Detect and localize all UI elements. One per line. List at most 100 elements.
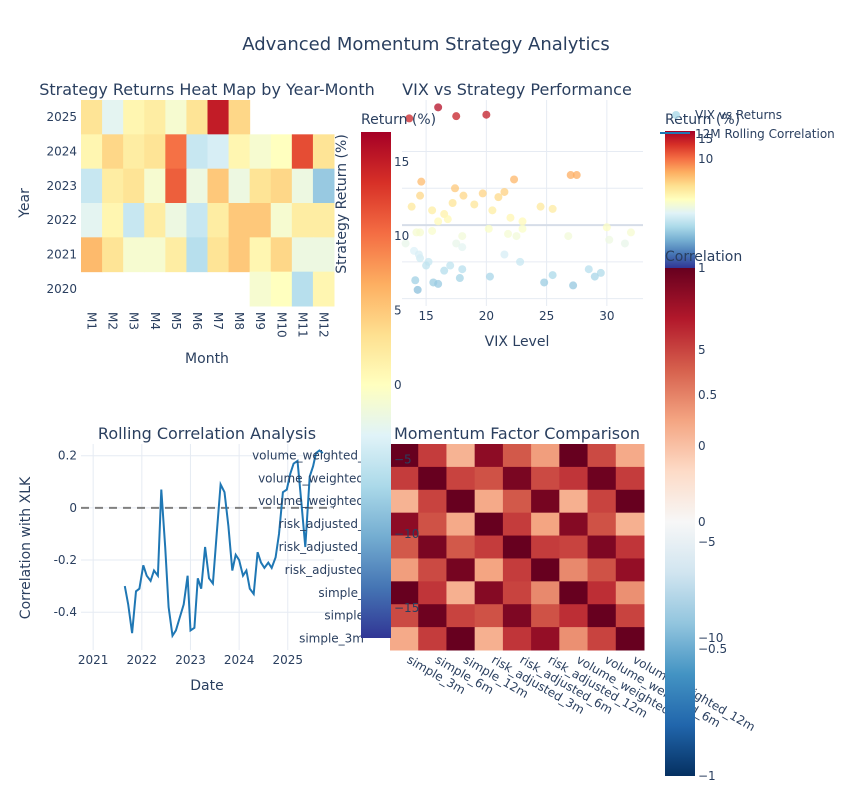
heatmap-cell[interactable] — [615, 558, 645, 582]
heatmap-cell[interactable] — [559, 604, 589, 628]
scatter-point[interactable] — [451, 184, 460, 193]
scatter-point[interactable] — [518, 217, 527, 226]
heatmap-cell[interactable] — [249, 271, 272, 307]
scatter-point[interactable] — [459, 191, 468, 200]
heatmap-cell[interactable] — [587, 466, 617, 491]
scatter-point[interactable] — [564, 232, 573, 241]
heatmap-cell[interactable] — [531, 581, 560, 605]
scatter-point[interactable] — [422, 261, 431, 270]
heatmap-cell[interactable] — [123, 203, 145, 238]
scatter-point[interactable] — [478, 189, 487, 198]
scatter-point[interactable] — [458, 265, 467, 274]
heatmap-cell[interactable] — [446, 466, 476, 491]
scatter-point[interactable] — [516, 257, 525, 266]
heatmap-cell[interactable] — [615, 627, 645, 651]
heatmap-cell[interactable] — [102, 168, 124, 204]
heatmap-cell[interactable] — [390, 604, 419, 628]
heatmap-cell[interactable] — [587, 558, 617, 582]
scatter-point[interactable] — [434, 279, 443, 288]
heatmap-cell[interactable] — [474, 535, 504, 559]
heatmap-cell[interactable] — [418, 581, 447, 605]
heatmap-cell[interactable] — [390, 444, 419, 468]
scatter-point[interactable] — [413, 285, 422, 294]
heatmap-cell[interactable] — [615, 604, 645, 628]
heatmap-cell[interactable] — [165, 203, 187, 238]
heatmap-cell[interactable] — [291, 271, 314, 307]
heatmap-cell[interactable] — [207, 168, 230, 204]
heatmap-cell[interactable] — [186, 168, 208, 204]
heatmap-cell[interactable] — [502, 581, 532, 605]
heatmap-cell[interactable] — [474, 489, 504, 514]
scatter-point[interactable] — [590, 272, 599, 281]
scatter-point[interactable] — [443, 215, 452, 224]
scatter-point[interactable] — [484, 224, 493, 233]
heatmap-cell[interactable] — [81, 134, 103, 170]
heatmap-cell[interactable] — [102, 203, 124, 238]
heatmap-cell[interactable] — [418, 535, 447, 559]
heatmap-cell[interactable] — [249, 237, 272, 273]
heatmap-cell[interactable] — [615, 489, 645, 514]
heatmap-cell[interactable] — [207, 237, 230, 273]
heatmap-cell[interactable] — [102, 237, 124, 273]
scatter-point[interactable] — [566, 171, 575, 180]
heatmap-cell[interactable] — [587, 627, 617, 651]
scatter-point[interactable] — [470, 200, 479, 209]
scatter-point[interactable] — [626, 228, 635, 237]
heatmap-cell[interactable] — [615, 581, 645, 605]
heatmap-cell[interactable] — [559, 627, 589, 651]
heatmap-cell[interactable] — [390, 489, 419, 514]
scatter-point[interactable] — [536, 202, 545, 211]
heatmap-cell[interactable] — [165, 237, 187, 273]
heatmap-cell[interactable] — [615, 512, 645, 537]
scatter-point[interactable] — [569, 281, 578, 290]
heatmap-cell[interactable] — [559, 466, 589, 491]
scatter-point[interactable] — [548, 204, 557, 213]
heatmap-cell[interactable] — [502, 604, 532, 628]
scatter-point[interactable] — [417, 177, 426, 186]
heatmap-cell[interactable] — [312, 271, 335, 307]
scatter-point[interactable] — [434, 103, 443, 112]
heatmap-cell[interactable] — [207, 134, 230, 170]
heatmap-cell[interactable] — [186, 203, 208, 238]
heatmap-cell[interactable] — [587, 535, 617, 559]
heatmap-cell[interactable] — [446, 558, 476, 582]
heatmap-cell[interactable] — [559, 558, 589, 582]
heatmap-cell[interactable] — [446, 604, 476, 628]
scatter-points[interactable] — [401, 103, 635, 294]
heatmap-cell[interactable] — [446, 535, 476, 559]
heatmap-cell[interactable] — [165, 100, 187, 135]
scatter-point[interactable] — [412, 228, 421, 237]
heatmap-cell[interactable] — [502, 466, 532, 491]
heatmap-cell[interactable] — [474, 512, 504, 537]
scatter-point[interactable] — [434, 217, 443, 226]
heatmap-cell[interactable] — [502, 512, 532, 537]
heatmap-cell[interactable] — [249, 134, 272, 170]
heatmap-cell[interactable] — [418, 466, 447, 491]
heatmap-cell[interactable] — [81, 237, 103, 273]
scatter-point[interactable] — [500, 187, 509, 196]
heatmap-cell[interactable] — [531, 558, 560, 582]
heatmap-cell[interactable] — [615, 535, 645, 559]
scatter-point[interactable] — [494, 193, 503, 202]
heatmap-cell[interactable] — [418, 444, 447, 468]
scatter-point[interactable] — [540, 278, 549, 287]
heatmap-cell[interactable] — [474, 558, 504, 582]
correlation-line[interactable] — [123, 449, 324, 639]
scatter-point[interactable] — [448, 199, 457, 207]
heatmap-cell[interactable] — [291, 203, 314, 238]
heatmap-cell[interactable] — [446, 489, 476, 514]
heatmap-cell[interactable] — [390, 627, 419, 651]
heatmap-cell[interactable] — [144, 134, 166, 170]
legend[interactable]: VIX vs Returns 12M Rolling Correlation — [660, 108, 835, 141]
heatmap-cell[interactable] — [102, 100, 124, 135]
scatter-point[interactable] — [446, 261, 455, 270]
heatmap-cell[interactable] — [186, 237, 208, 273]
heatmap-cell[interactable] — [502, 489, 532, 514]
heatmap-cell[interactable] — [312, 237, 335, 273]
heatmap-cell[interactable] — [531, 444, 560, 468]
heatmap-cell[interactable] — [474, 604, 504, 628]
heatmap-cell[interactable] — [249, 203, 272, 238]
scatter-point[interactable] — [452, 112, 461, 121]
heatmap-cell[interactable] — [502, 558, 532, 582]
heatmap-cell[interactable] — [186, 100, 208, 135]
